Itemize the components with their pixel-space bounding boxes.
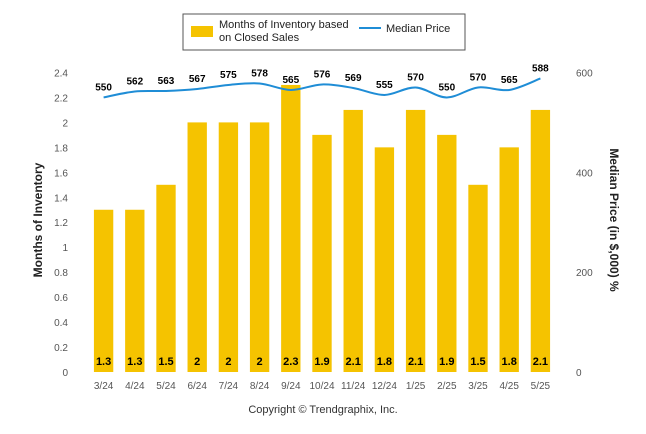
x-tick-label: 4/25 bbox=[499, 381, 519, 392]
y-left-tick-label: 1.4 bbox=[54, 193, 68, 204]
y-left-tick-label: 1 bbox=[62, 243, 68, 254]
y-left-tick-label: 0.6 bbox=[54, 293, 68, 304]
price-value-label: 570 bbox=[470, 72, 487, 83]
y-left-tick-label: 0.8 bbox=[54, 268, 68, 279]
bar-value-label: 2.1 bbox=[346, 356, 361, 368]
x-tick-label: 5/24 bbox=[156, 381, 176, 392]
price-value-label: 565 bbox=[282, 75, 299, 86]
x-tick-label: 4/24 bbox=[125, 381, 145, 392]
bar-value-label: 1.5 bbox=[470, 356, 485, 368]
bar bbox=[249, 122, 270, 373]
legend-bar-swatch bbox=[191, 26, 213, 37]
price-value-label: 563 bbox=[158, 76, 175, 87]
line-value-labels: 550 562 563 567 575 578 565 576 569 555 570 550 570 5… bbox=[95, 63, 549, 93]
x-tick-label: 3/25 bbox=[468, 381, 488, 392]
y-left-tick-label: 1.8 bbox=[54, 143, 68, 154]
price-value-label: 578 bbox=[251, 68, 268, 79]
price-value-label: 565 bbox=[501, 75, 518, 86]
y-left-tick-label: 2 bbox=[62, 118, 68, 129]
y-left-tick-label: 2.2 bbox=[54, 93, 68, 104]
y-right-tick-label: 0 bbox=[576, 368, 582, 379]
x-axis-ticks: 3/24 4/24 5/24 6/24 7/24 8/24 9/24 10/24 11/24 12… bbox=[94, 381, 551, 392]
y-right-tick-label: 400 bbox=[576, 168, 593, 179]
y-left-tick-label: 2.4 bbox=[54, 68, 68, 79]
y-left-tick-label: 0.4 bbox=[54, 318, 68, 329]
bar bbox=[312, 134, 332, 372]
x-tick-label: 6/24 bbox=[187, 381, 207, 392]
bar-value-label: 2.3 bbox=[283, 356, 298, 368]
bar-value-label: 2.1 bbox=[533, 356, 548, 368]
x-tick-label: 3/24 bbox=[94, 381, 114, 392]
copyright-text: Copyright © Trendgraphix, Inc. bbox=[248, 404, 397, 416]
y-right-tick-label: 600 bbox=[576, 68, 593, 79]
bar bbox=[156, 184, 176, 372]
bar bbox=[187, 122, 207, 373]
bar bbox=[499, 147, 519, 372]
price-value-label: 567 bbox=[189, 74, 206, 85]
bar bbox=[437, 134, 457, 372]
price-value-label: 588 bbox=[532, 63, 549, 74]
price-value-label: 550 bbox=[438, 82, 455, 93]
bar bbox=[530, 109, 551, 373]
x-tick-label: 5/25 bbox=[531, 381, 551, 392]
bar-value-labels: 1.3 1.3 1.5 2 2 2 2.3 1.9 2.1 1.8 2.1 1.9 1.5 1.8 2.1 bbox=[96, 356, 548, 368]
x-tick-label: 11/24 bbox=[341, 381, 366, 392]
bar-value-label: 1.8 bbox=[377, 356, 392, 368]
price-value-label: 576 bbox=[314, 69, 331, 80]
x-tick-label: 8/24 bbox=[250, 381, 270, 392]
bar bbox=[468, 184, 488, 372]
price-value-label: 575 bbox=[220, 70, 237, 81]
bar bbox=[405, 109, 426, 373]
legend: Months of Inventory based on Closed Sale… bbox=[182, 13, 466, 51]
y-axis-left-title: Months of Inventory bbox=[31, 162, 45, 277]
x-tick-label: 1/25 bbox=[406, 381, 426, 392]
line-series bbox=[103, 77, 541, 99]
legend-line-label: Median Price bbox=[386, 23, 450, 35]
legend-bar-label-line1: Months of Inventory based bbox=[219, 19, 349, 31]
bar-value-label: 1.5 bbox=[158, 356, 173, 368]
bar-series bbox=[93, 84, 551, 373]
price-value-label: 550 bbox=[95, 82, 112, 93]
bar-value-label: 2 bbox=[257, 356, 263, 368]
bar-value-label: 2.1 bbox=[408, 356, 423, 368]
price-value-label: 570 bbox=[407, 72, 424, 83]
bar-value-label: 1.9 bbox=[439, 356, 454, 368]
x-tick-label: 9/24 bbox=[281, 381, 301, 392]
bar bbox=[218, 122, 239, 373]
x-tick-label: 10/24 bbox=[309, 381, 334, 392]
bar-value-label: 1.3 bbox=[96, 356, 111, 368]
median-price-line bbox=[103, 77, 541, 99]
y-axis-left-ticks: 0 0.2 0.4 0.6 0.8 1 1.2 1.4 1.6 1.8 2 2.2 2.4 bbox=[54, 68, 68, 379]
bar-value-label: 1.3 bbox=[127, 356, 142, 368]
bar bbox=[343, 109, 363, 373]
bar-value-label: 1.8 bbox=[502, 356, 517, 368]
bar bbox=[93, 209, 114, 372]
y-axis-right-title: Median Price (in $,000) % bbox=[607, 148, 621, 292]
price-value-label: 569 bbox=[345, 73, 362, 84]
x-tick-label: 7/24 bbox=[219, 381, 239, 392]
y-left-tick-label: 1.2 bbox=[54, 218, 68, 229]
x-tick-label: 12/24 bbox=[372, 381, 397, 392]
y-left-tick-label: 0.2 bbox=[54, 343, 68, 354]
bar-value-label: 1.9 bbox=[314, 356, 329, 368]
bar-value-label: 2 bbox=[225, 356, 231, 368]
y-axis-right-ticks: 0 200 400 600 bbox=[576, 68, 593, 379]
bar bbox=[125, 209, 145, 372]
y-right-tick-label: 200 bbox=[576, 268, 593, 279]
legend-box bbox=[182, 13, 466, 51]
bar bbox=[281, 84, 301, 373]
price-value-label: 555 bbox=[376, 80, 393, 91]
price-value-label: 562 bbox=[126, 76, 143, 87]
legend-bar-label-line2: on Closed Sales bbox=[219, 32, 300, 44]
bar-value-label: 2 bbox=[194, 356, 200, 368]
y-left-tick-label: 0 bbox=[62, 368, 68, 379]
x-tick-label: 2/25 bbox=[437, 381, 457, 392]
y-left-tick-label: 1.6 bbox=[54, 168, 68, 179]
bar bbox=[374, 147, 395, 372]
